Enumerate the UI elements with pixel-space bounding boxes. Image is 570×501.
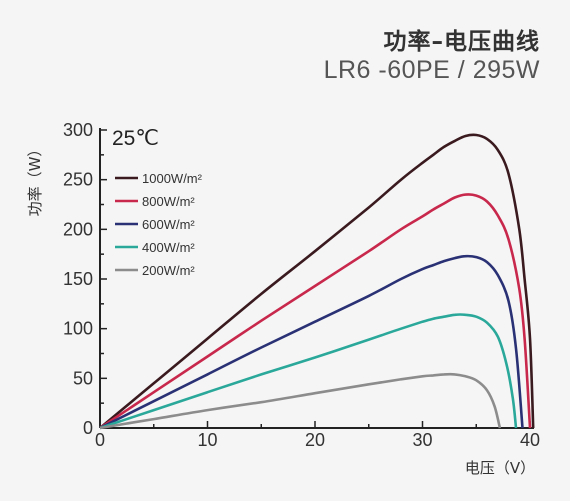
series-line-5 (99, 372, 502, 430)
y-tick-label: 250 (63, 170, 93, 190)
y-tick-label: 200 (63, 219, 93, 239)
x-tick-label: 20 (305, 430, 325, 450)
legend-label-5: 200W/m² (142, 263, 195, 278)
y-tick-label: 50 (73, 368, 93, 388)
page-title: 功率–电压曲线 (383, 29, 540, 55)
y-tick-label: 100 (63, 319, 93, 339)
series-line-3 (99, 254, 524, 430)
legend-label-4: 400W/m² (142, 240, 195, 255)
x-tick-label: 40 (520, 430, 540, 450)
legend-label-2: 800W/m² (142, 194, 195, 209)
x-tick-label: 10 (197, 430, 217, 450)
x-tick-label: 30 (412, 430, 432, 450)
series-line-1 (99, 133, 535, 430)
temperature-label: 25℃ (112, 127, 159, 150)
series-line-2 (99, 193, 532, 430)
legend-label-1: 1000W/m² (142, 171, 203, 186)
x-axis-label: 电压（V） (465, 459, 535, 477)
x-tick-label: 0 (95, 430, 105, 450)
y-tick-label: 300 (63, 120, 93, 140)
series-line-4 (99, 313, 518, 430)
y-tick-label: 0 (83, 418, 93, 438)
page-subtitle: LR6 -60PE / 295W (323, 56, 540, 84)
legend-label-3: 600W/m² (142, 217, 195, 232)
y-axis-label: 功率（W） (26, 142, 44, 217)
y-tick-label: 150 (63, 269, 93, 289)
